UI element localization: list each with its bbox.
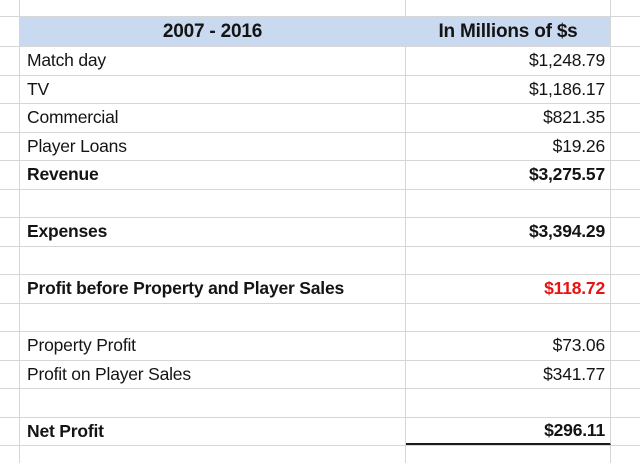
row-stub-cell <box>0 246 20 274</box>
row-stub-cell <box>0 104 20 132</box>
header-stub-cell <box>0 17 20 46</box>
table-row: Match day $1,248.79 <box>0 47 640 76</box>
row-value <box>406 389 611 417</box>
row-edge-cell <box>611 304 640 332</box>
table-row: Player Loans $19.26 <box>0 132 640 161</box>
row-value: $3,275.57 <box>406 161 611 189</box>
table-row: Property Profit $73.06 <box>0 332 640 361</box>
table-row-empty <box>0 246 640 275</box>
row-value: $73.06 <box>406 332 611 360</box>
row-value: $821.35 <box>406 104 611 132</box>
row-stub-cell <box>0 389 20 417</box>
row-edge-cell <box>611 418 640 446</box>
row-value <box>406 189 611 217</box>
row-label: Commercial <box>20 104 406 132</box>
row-stub-cell <box>0 303 20 331</box>
row-edge-cell <box>611 47 640 75</box>
table-body: Match day $1,248.79 TV $1,186.17 Commercial $… <box>0 47 640 446</box>
row-label: Revenue <box>20 161 406 189</box>
table-row: Revenue $3,275.57 <box>0 161 640 190</box>
table-row-empty <box>0 389 640 418</box>
row-stub-cell <box>0 275 20 303</box>
table-row-empty <box>0 189 640 218</box>
row-label: Match day <box>20 47 406 75</box>
row-value <box>406 246 611 274</box>
table-row: Net Profit $296.11 <box>0 417 640 446</box>
row-edge-cell <box>611 389 640 417</box>
row-stub-cell <box>0 132 20 160</box>
row-stub-cell <box>0 161 20 189</box>
spacer-cell <box>406 446 611 463</box>
row-label: Profit before Property and Player Sales <box>20 275 406 303</box>
spacer-cell <box>406 0 611 16</box>
row-edge-cell <box>611 247 640 275</box>
row-label <box>20 303 406 331</box>
row-edge-cell <box>611 104 640 132</box>
row-label <box>20 389 406 417</box>
row-stub-cell <box>0 189 20 217</box>
table-row: Expenses $3,394.29 <box>0 218 640 247</box>
header-period: 2007 - 2016 <box>20 17 406 46</box>
table-row-empty <box>0 303 640 332</box>
row-stub-cell <box>0 417 20 445</box>
row-label: Profit on Player Sales <box>20 360 406 388</box>
spacer-cell <box>611 0 640 16</box>
row-label: Player Loans <box>20 132 406 160</box>
row-edge-cell <box>611 275 640 303</box>
spacer-cell <box>611 446 640 463</box>
row-value: $3,394.29 <box>406 218 611 246</box>
table-row: Commercial $821.35 <box>0 104 640 133</box>
row-stub-cell <box>0 75 20 103</box>
header-units: In Millions of $s <box>406 17 611 46</box>
row-label <box>20 189 406 217</box>
header-edge-cell <box>611 17 640 46</box>
row-value: $296.11 <box>406 417 611 445</box>
row-edge-cell <box>611 332 640 360</box>
row-label: Net Profit <box>20 417 406 445</box>
row-edge-cell <box>611 361 640 389</box>
spacer-cell <box>20 446 406 463</box>
row-edge-cell <box>611 76 640 104</box>
table-row: TV $1,186.17 <box>0 75 640 104</box>
row-edge-cell <box>611 218 640 246</box>
row-value: $1,186.17 <box>406 75 611 103</box>
row-value: $1,248.79 <box>406 47 611 75</box>
row-label: Property Profit <box>20 332 406 360</box>
partial-row-top <box>0 0 640 17</box>
table-row: Profit before Property and Player Sales $… <box>0 275 640 304</box>
spacer-cell <box>0 446 20 463</box>
row-stub-cell <box>0 360 20 388</box>
table-row: Profit on Player Sales $341.77 <box>0 360 640 389</box>
row-stub-cell <box>0 47 20 75</box>
header-row: 2007 - 2016 In Millions of $s <box>0 17 640 47</box>
row-value: $118.72 <box>406 275 611 303</box>
row-edge-cell <box>611 161 640 189</box>
row-edge-cell <box>611 133 640 161</box>
row-label <box>20 246 406 274</box>
row-stub-cell <box>0 218 20 246</box>
row-value: $341.77 <box>406 360 611 388</box>
row-label: TV <box>20 75 406 103</box>
spacer-cell <box>20 0 406 16</box>
row-edge-cell <box>611 190 640 218</box>
row-value: $19.26 <box>406 132 611 160</box>
row-stub-cell <box>0 332 20 360</box>
spacer-cell <box>0 0 20 16</box>
row-value <box>406 303 611 331</box>
partial-row-bottom <box>0 446 640 463</box>
row-label: Expenses <box>20 218 406 246</box>
